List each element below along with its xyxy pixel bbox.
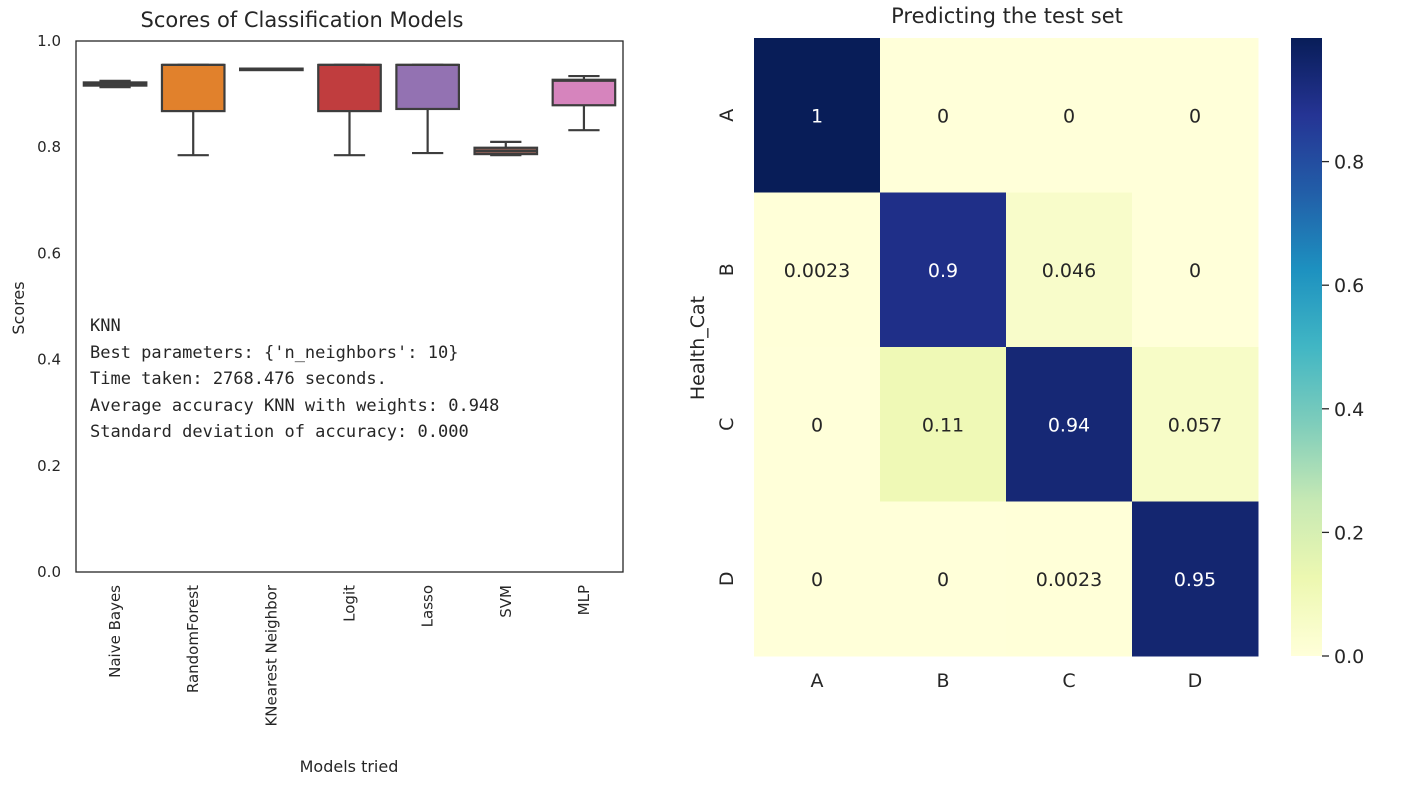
box-plot-y-tick-label: 0.4 — [37, 351, 61, 369]
box-plot-y-tick-label: 0.8 — [37, 138, 61, 156]
box-plot-x-tick-label: KNearest Neighbor — [262, 584, 280, 726]
annotation-line: Average accuracy KNN with weights: 0.948 — [90, 396, 499, 416]
box-plot-x-ticks: Naive Bayes RandomForest KNearest Neighbor… — [106, 584, 593, 726]
box-body — [160, 63, 226, 113]
heatmap-cell-label: 0 — [811, 414, 823, 436]
heatmap-cell-label: 0 — [1189, 105, 1201, 127]
box-plot-marks — [82, 63, 617, 157]
heatmap-y-tick-label: B — [716, 263, 738, 276]
box-plot-box — [317, 63, 382, 157]
heatmap-cell-label: 1 — [811, 105, 823, 127]
heatmap-cell — [754, 192, 881, 348]
heatmap-cell — [1132, 192, 1259, 348]
heatmap-y-tick-label: D — [716, 571, 738, 586]
heatmap-cell — [1132, 347, 1259, 502]
colorbar-tick-label: 0.2 — [1334, 522, 1364, 544]
box-plot-y-tick-label: 0.2 — [37, 457, 61, 475]
heatmap-x-tick-label: B — [936, 670, 949, 692]
heatmap-cell — [880, 501, 1007, 657]
annotation-line: Standard deviation of accuracy: 0.000 — [90, 422, 469, 442]
heatmap-cell — [880, 38, 1007, 193]
heatmap-y-tick-label: A — [716, 109, 738, 122]
heatmap-cell-label: 0 — [937, 105, 949, 127]
heatmap-x-tick-label: A — [811, 670, 824, 692]
colorbar — [1291, 38, 1322, 656]
heatmap-cell-label: 0.94 — [1048, 414, 1090, 436]
heatmap-x-tick-label: D — [1188, 670, 1203, 692]
box-plot-y-tick-label: 1.0 — [37, 32, 61, 50]
heatmap-cell-label: 0.95 — [1174, 569, 1216, 591]
heatmap-x-tick-label: C — [1062, 670, 1075, 692]
heatmap-cell-label: 0.046 — [1042, 260, 1096, 282]
box-body — [317, 63, 382, 113]
box-plot-x-tick-label: Lasso — [419, 585, 437, 627]
box-plot-x-tick-label: Naive Bayes — [106, 585, 124, 678]
heatmap-cells: 1 0 0 0 0.0023 0.9 0.046 0 0 0.11 0.94 0.057 0 0 0.002… — [754, 38, 1259, 657]
colorbar-tick-label: 0.8 — [1334, 152, 1364, 174]
heatmap-cell-label: 0 — [1189, 260, 1201, 282]
heatmap-x-ticks: A B C D — [811, 670, 1203, 692]
box-plot-box — [82, 79, 148, 89]
heatmap-y-axis-label: Health_Cat — [687, 296, 709, 400]
box-plot-y-ticks: 0.0 0.2 0.4 0.6 0.8 1.0 — [37, 32, 61, 581]
annotation-line: Time taken: 2768.476 seconds. — [90, 369, 387, 389]
box-plot-x-tick-label: RandomForest — [184, 585, 202, 693]
annotation-line: Best parameters: {'n_neighbors': 10} — [90, 343, 458, 363]
colorbar-tick-label: 0.4 — [1334, 399, 1364, 421]
heatmap-cell — [1132, 501, 1259, 657]
heatmap-cell-label: 0 — [937, 569, 949, 591]
box-plot-x-axis-label: Models tried — [300, 757, 399, 776]
colorbar-tick-label: 0.6 — [1334, 275, 1364, 297]
box-plot-box — [473, 140, 539, 157]
heatmap-y-ticks: A B C D — [716, 109, 738, 586]
heatmap-cell — [1006, 192, 1133, 348]
box-plot-title: Scores of Classification Models — [141, 8, 464, 32]
box-plot-frame — [75, 40, 624, 573]
heatmap-cell — [1006, 347, 1133, 502]
box-plot-panel: Scores of Classification Models 0.00.20.… — [9, 8, 624, 776]
heatmap-y-tick-label: C — [716, 418, 738, 431]
box-plot-box — [551, 74, 617, 132]
box-plot-y-axis-label: Scores — [9, 281, 28, 334]
knn-annotation: KNN Best parameters: {'n_neighbors': 10}… — [90, 316, 499, 442]
heatmap-cell — [1132, 38, 1259, 193]
heatmap-cell-label: 0 — [811, 569, 823, 591]
heatmap-cell — [880, 347, 1007, 502]
box-plot-y-tick-label: 0.0 — [37, 563, 61, 581]
heatmap-cell-label: 0.0023 — [784, 260, 850, 282]
heatmap-cell-label: 0.0023 — [1036, 569, 1102, 591]
heatmap-cell — [754, 501, 881, 657]
colorbar-ticks: 0.0 0.2 0.4 0.6 0.8 — [1322, 152, 1364, 668]
heatmap-cell-label: 0 — [1063, 105, 1075, 127]
box-plot-x-tick-label: SVM — [497, 585, 515, 618]
annotation-line: KNN — [90, 316, 121, 336]
box-plot-y-tick-label: 0.6 — [37, 244, 61, 262]
box-plot-box — [395, 63, 460, 155]
heatmap-cell — [754, 38, 881, 193]
heatmap-cell — [754, 347, 881, 502]
heatmap-panel: Predicting the test set 1 0 0 0 0.0023 0.9 0.0… — [687, 4, 1364, 692]
heatmap-cell — [1006, 501, 1133, 657]
box-plot-box — [160, 63, 226, 157]
box-plot-box — [239, 67, 304, 72]
box-plot-x-tick-label: Logit — [341, 585, 359, 622]
heatmap-cell — [1006, 38, 1133, 193]
colorbar-tick-label: 0.0 — [1334, 646, 1364, 668]
box-body — [395, 63, 460, 111]
heatmap-cell-label: 0.11 — [922, 414, 964, 436]
heatmap-cell — [880, 192, 1007, 348]
box-body — [551, 78, 617, 107]
box-plot-x-tick-label: MLP — [575, 585, 593, 615]
heatmap-cell-label: 0.9 — [928, 260, 958, 282]
heatmap-title: Predicting the test set — [891, 4, 1123, 28]
heatmap-cell-label: 0.057 — [1168, 414, 1222, 436]
